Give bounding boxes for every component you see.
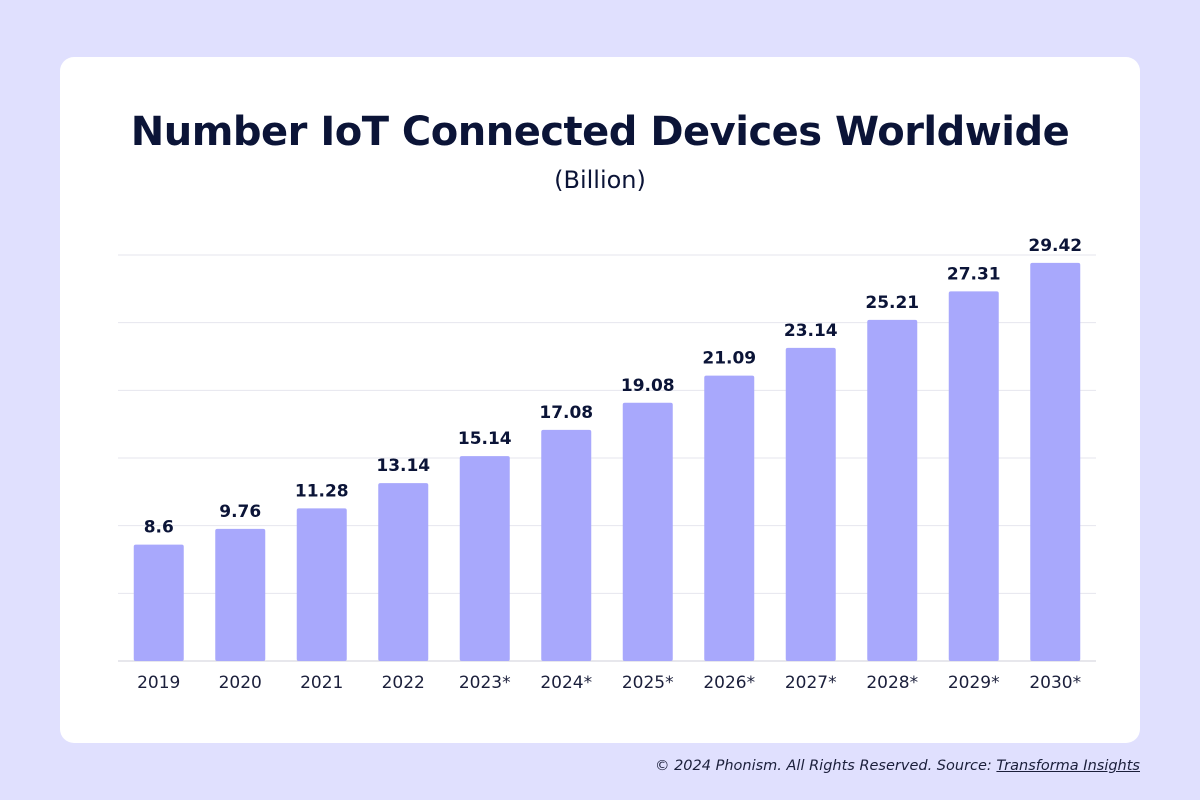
bar-2021 — [296, 508, 347, 661]
bar-2028* — [867, 319, 918, 661]
x-tick-label: 2024* — [540, 673, 592, 693]
data-label: 13.14 — [376, 456, 430, 476]
data-label: 27.31 — [947, 264, 1001, 284]
x-tick-label: 2028* — [866, 673, 918, 693]
x-tick-label: 2022 — [382, 673, 425, 693]
data-label: 25.21 — [865, 293, 919, 313]
bar-2027* — [785, 347, 836, 661]
x-tick-label: 2021 — [300, 673, 343, 693]
chart-title: Number IoT Connected Devices Worldwide — [130, 109, 1070, 155]
bar-2022 — [378, 483, 429, 661]
bar-2025* — [622, 402, 673, 661]
bar-chart: 8.6 2019 9.76 2020 11.28 2021 13.14 2022 15.14 20… — [118, 236, 1096, 693]
data-label: 17.08 — [539, 403, 593, 423]
x-tick-label: 2025* — [622, 673, 674, 693]
x-tick-label: 2023* — [459, 673, 511, 693]
data-label: 9.76 — [219, 502, 261, 522]
data-label: 21.09 — [702, 349, 756, 369]
bar-2026* — [704, 375, 755, 661]
data-label: 8.6 — [144, 518, 174, 538]
bar-2029* — [948, 291, 999, 661]
footer-credit: © 2024 Phonism. All Rights Reserved. Sou… — [655, 758, 1140, 774]
bar-2023* — [459, 456, 510, 661]
x-tick-label: 2027* — [785, 673, 837, 693]
data-label: 15.14 — [458, 429, 512, 449]
data-label: 23.14 — [784, 321, 838, 341]
x-tick-label: 2019 — [137, 673, 180, 693]
data-label: 19.08 — [621, 376, 675, 396]
x-tick-label: 2020 — [219, 673, 262, 693]
bar-2019 — [133, 544, 184, 661]
x-tick-label: 2030* — [1029, 673, 1081, 693]
chart-subtitle: (Billion) — [554, 166, 646, 194]
data-label: 11.28 — [295, 481, 349, 501]
x-tick-label: 2029* — [948, 673, 1000, 693]
x-tick-label: 2026* — [703, 673, 755, 693]
chart-card: Number IoT Connected Devices Worldwide (… — [60, 57, 1140, 743]
bar-2020 — [215, 528, 266, 661]
copyright-text: © 2024 Phonism. All Rights Reserved. Sou… — [654, 758, 997, 774]
data-label: 29.42 — [1028, 236, 1082, 256]
bar-2030* — [1030, 262, 1081, 661]
bar-2024* — [541, 429, 592, 661]
source-link[interactable]: Transforma Insights — [996, 758, 1140, 774]
